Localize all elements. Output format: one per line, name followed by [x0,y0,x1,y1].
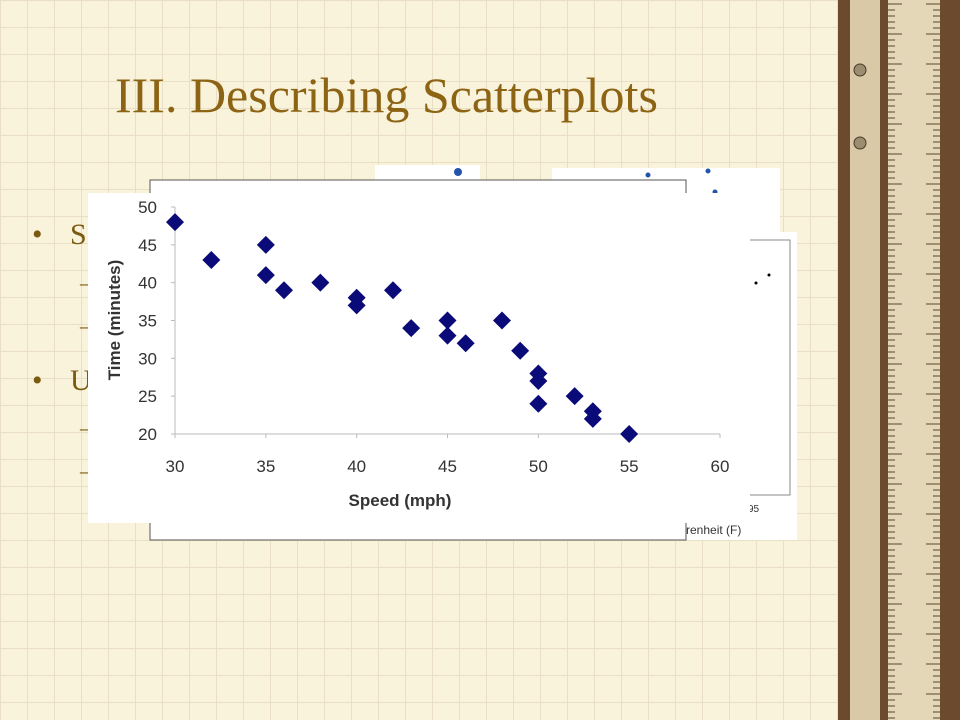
y-tick-label: 40 [138,274,157,293]
point [438,326,457,345]
decoration-dot [754,281,758,285]
decoration-dot [645,172,651,178]
slide-title: III. Describing Scatterplots [115,67,658,123]
y-tick-label: 20 [138,425,157,444]
y-tick-label: 50 [138,198,157,217]
point [384,281,402,300]
point [202,250,221,269]
chart: Speed (mph) Time (minutes) 20 25 30 35 40 45 5… [88,193,750,523]
background-label: 95 [748,504,760,515]
point [347,296,366,315]
bullet-marker: • [32,364,43,397]
point [275,281,293,300]
y-tick-label: 25 [138,387,157,406]
chart-background [88,193,750,523]
point [620,425,639,443]
point [583,409,602,428]
x-tick-label: 50 [529,457,548,476]
point [493,311,511,330]
point [256,266,275,285]
x-tick-label: 35 [256,457,275,476]
y-tick-label: 35 [138,312,157,331]
point [166,213,184,232]
x-axis-title: Speed (mph) [349,491,452,510]
x-tick-label: 30 [166,457,185,476]
x-tick-label: 60 [711,457,730,476]
point [311,273,330,292]
x-tick-label: 40 [347,457,366,476]
bullet-marker: • [32,218,43,251]
decoration-dot [705,168,711,174]
point [511,341,530,360]
point [529,394,548,413]
screw [853,63,867,77]
decoration-dot [454,168,462,176]
x-tick-label: 45 [438,457,457,476]
bullet-text: S [70,218,87,251]
point [456,334,475,353]
y-tick-label: 30 [138,349,157,368]
y-tick-label: 45 [138,236,157,255]
ruler-ticks [888,3,940,719]
bullet-text: U [70,364,92,397]
x-tick-label: 55 [620,457,639,476]
point [402,319,421,338]
background-label: renheit (F) [686,523,741,537]
point [256,235,275,254]
decoration-dot [767,273,771,277]
y-axis-title: Time (minutes) [105,260,124,381]
point [565,387,584,406]
screw [853,136,867,150]
ruler-right [888,0,940,720]
point [529,372,548,391]
point [438,311,457,330]
ruler-left [850,0,880,720]
